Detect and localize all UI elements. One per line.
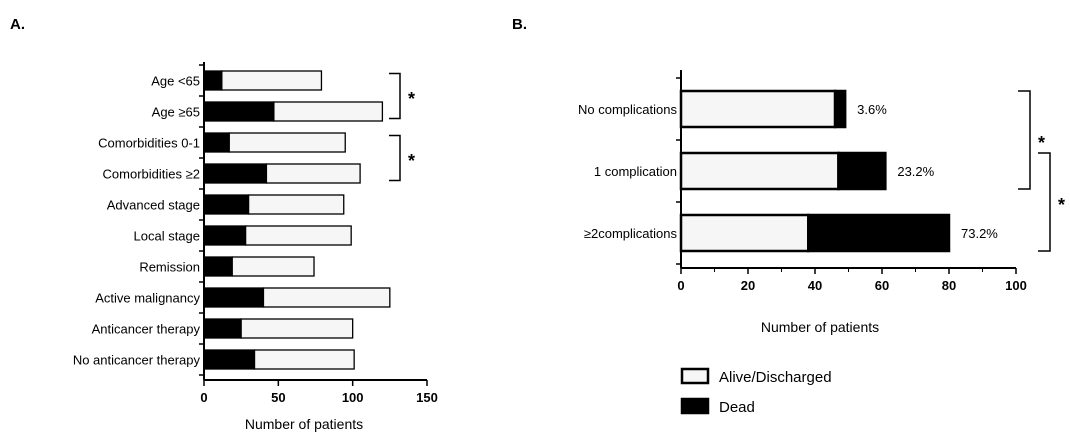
x-tick-label-4: 80 xyxy=(942,278,956,293)
panel-a-x-axis-title: Number of patients xyxy=(245,416,363,432)
category-label-8: Anticancer therapy xyxy=(92,322,201,337)
bar-dead-3 xyxy=(203,163,268,184)
legend: Alive/Discharged Dead xyxy=(680,367,832,416)
x-tick-label-2: 100 xyxy=(342,390,364,405)
category-label-0: Age <65 xyxy=(151,74,200,89)
data-label-0: 3.6% xyxy=(857,102,887,117)
category-label-7: Active malignancy xyxy=(95,291,200,306)
bar-alive-discharged-0 xyxy=(221,70,323,91)
bar-alive-discharged-3 xyxy=(265,163,361,184)
significance-bracket-0 xyxy=(1018,90,1031,190)
bar-dead-0 xyxy=(203,70,223,91)
bar-dead-7 xyxy=(203,287,265,308)
bar-dead-1 xyxy=(837,151,887,191)
bar-dead-5 xyxy=(203,225,247,246)
bar-alive-discharged-1 xyxy=(273,101,384,122)
panel-a-label: A. xyxy=(10,16,25,33)
x-tick-label-0: 0 xyxy=(200,390,207,405)
data-label-2: 73.2% xyxy=(961,226,998,241)
bar-dead-2 xyxy=(807,213,951,253)
legend-label-dead: Dead xyxy=(719,399,755,416)
x-tick-label-3: 60 xyxy=(875,278,889,293)
category-label-0: No complications xyxy=(578,102,677,117)
x-tick-label-2: 40 xyxy=(808,278,822,293)
x-tick-label-1: 50 xyxy=(271,390,285,405)
category-label-5: Local stage xyxy=(134,229,201,244)
category-label-1: Age ≥65 xyxy=(152,105,200,120)
bar-dead-4 xyxy=(203,194,250,215)
bar-alive-discharged-6 xyxy=(231,256,315,277)
significance-star-0: * xyxy=(1038,133,1045,153)
category-label-4: Advanced stage xyxy=(107,198,200,213)
category-label-1: 1 complication xyxy=(594,164,677,179)
significance-star-1: * xyxy=(408,151,415,171)
bar-dead-6 xyxy=(203,256,233,277)
bar-alive-discharged-7 xyxy=(262,287,391,308)
bar-dead-2 xyxy=(203,132,230,153)
category-label-2: ≥2complications xyxy=(584,226,678,241)
panel-a-chart: Age <65 Age ≥65 Comorbidities 0-1 Comorbidi… xyxy=(73,62,438,405)
bar-alive-discharged-9 xyxy=(253,349,355,370)
x-tick-label-0: 0 xyxy=(677,278,684,293)
significance-star-0: * xyxy=(408,89,415,109)
category-label-3: Comorbidities ≥2 xyxy=(103,167,200,182)
bar-dead-9 xyxy=(203,349,256,370)
x-tick-label-3: 150 xyxy=(416,390,438,405)
bar-alive-discharged-2 xyxy=(679,213,810,253)
category-label-2: Comorbidities 0-1 xyxy=(98,136,200,151)
legend-swatch-alive xyxy=(680,367,710,385)
significance-bracket-1 xyxy=(389,134,401,182)
category-label-6: Remission xyxy=(139,260,200,275)
x-tick-label-5: 100 xyxy=(1005,278,1027,293)
bar-alive-discharged-8 xyxy=(240,318,354,339)
legend-label-alive: Alive/Discharged xyxy=(719,369,832,386)
bar-dead-1 xyxy=(203,101,275,122)
significance-star-1: * xyxy=(1058,195,1065,215)
panel-b-label: B. xyxy=(512,16,527,33)
bar-dead-8 xyxy=(203,318,242,339)
bar-alive-discharged-0 xyxy=(679,89,837,129)
bar-alive-discharged-1 xyxy=(679,151,840,191)
x-tick-label-1: 20 xyxy=(741,278,755,293)
panel-b-chart: No complications 3.6% 1 complication 23.2% ≥… xyxy=(578,70,1065,293)
category-label-9: No anticancer therapy xyxy=(73,353,201,368)
significance-bracket-1 xyxy=(1038,152,1051,252)
bar-alive-discharged-4 xyxy=(247,194,345,215)
bar-alive-discharged-5 xyxy=(244,225,352,246)
bar-alive-discharged-2 xyxy=(228,132,346,153)
legend-swatch-dead xyxy=(680,397,710,415)
panel-b-x-axis-title: Number of patients xyxy=(761,319,879,335)
data-label-1: 23.2% xyxy=(897,164,934,179)
significance-bracket-0 xyxy=(389,72,401,120)
bar-dead-0 xyxy=(833,89,847,129)
